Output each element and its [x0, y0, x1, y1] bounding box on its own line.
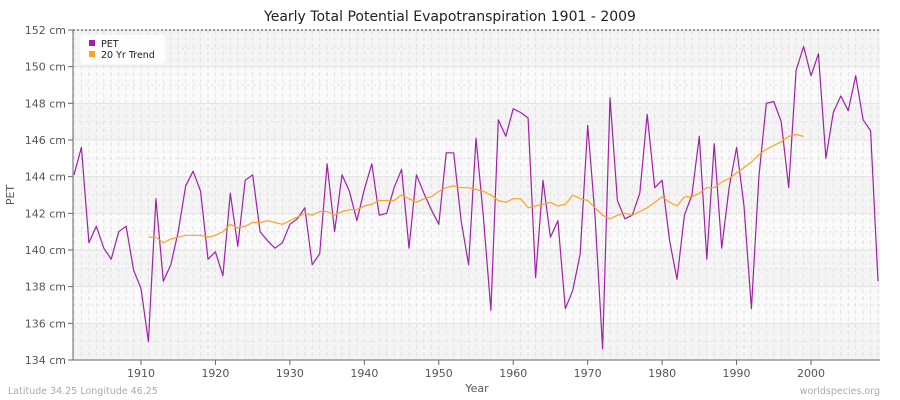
y-tick-label: 148 cm	[25, 97, 66, 110]
y-axis-label: PET	[4, 185, 17, 206]
x-tick-label: 1970	[574, 367, 602, 380]
axes: 134 cm 136 cm 138 cm 140 cm 142 cm 144 cm 146 …	[25, 24, 880, 380]
legend-pet-label: PET	[101, 39, 119, 50]
x-tick-label: 1910	[127, 367, 155, 380]
y-tick-label: 150 cm	[25, 61, 66, 74]
footer-location: Latitude 34.25 Longitude 46.25	[8, 386, 158, 397]
x-tick-label: 2000	[797, 367, 825, 380]
legend: PET 20 Yr Trend	[80, 35, 165, 64]
x-tick-label: 1980	[648, 367, 676, 380]
y-tick-label: 144 cm	[25, 171, 66, 184]
series-lines	[73, 45, 879, 350]
grid	[73, 29, 880, 361]
y-tick-label: 134 cm	[25, 354, 66, 367]
x-tick-label: 1930	[276, 367, 304, 380]
y-tick-label: 136 cm	[25, 317, 66, 330]
x-tick-label: 1960	[499, 367, 527, 380]
x-tick-label: 1940	[350, 367, 378, 380]
x-tick-label: 1990	[723, 367, 751, 380]
legend-trend-swatch	[89, 51, 95, 57]
y-tick-label: 146 cm	[25, 134, 66, 147]
x-tick-label: 1950	[425, 367, 453, 380]
y-tick-label: 140 cm	[25, 244, 66, 257]
y-tick-label: 152 cm	[25, 24, 66, 37]
footer-source: worldspecies.org	[800, 386, 880, 397]
chart-title: Yearly Total Potential Evapotranspiratio…	[263, 9, 636, 25]
y-tick-label: 138 cm	[25, 281, 66, 294]
y-tick-label: 142 cm	[25, 207, 66, 220]
x-axis-label: Year	[464, 382, 489, 395]
x-tick-label: 1920	[201, 367, 229, 380]
legend-pet-swatch	[89, 40, 95, 46]
legend-trend-label: 20 Yr Trend	[101, 50, 155, 61]
